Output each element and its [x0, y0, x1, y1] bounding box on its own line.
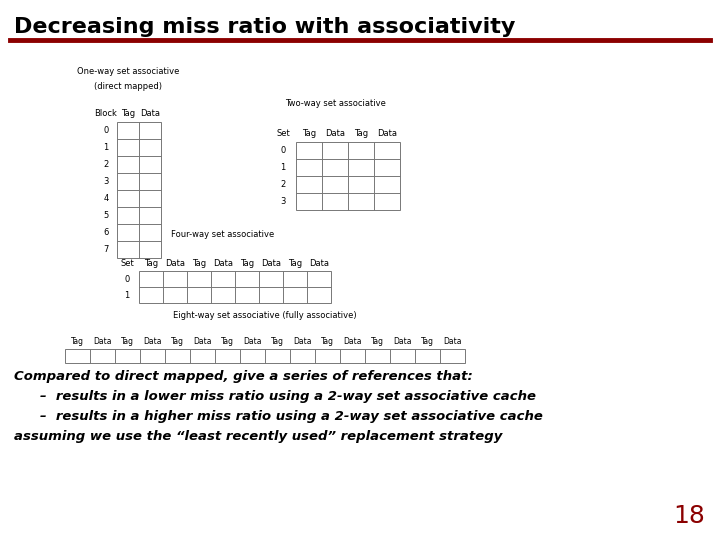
- Bar: [65, 349, 465, 363]
- Text: Data: Data: [261, 259, 281, 267]
- Text: –  results in a higher miss ratio using a 2-way set associative cache: – results in a higher miss ratio using a…: [40, 410, 543, 423]
- Text: Tag: Tag: [240, 259, 254, 267]
- Text: 18: 18: [673, 504, 705, 528]
- Text: Block: Block: [94, 109, 117, 118]
- Text: Compared to direct mapped, give a series of references that:: Compared to direct mapped, give a series…: [14, 370, 473, 383]
- Text: Decreasing miss ratio with associativity: Decreasing miss ratio with associativity: [14, 17, 516, 37]
- Text: 0: 0: [104, 126, 109, 135]
- Text: Data: Data: [165, 259, 185, 267]
- Text: 1: 1: [280, 163, 286, 172]
- Text: Tag: Tag: [144, 259, 158, 267]
- Text: Set: Set: [120, 259, 134, 267]
- Text: Data: Data: [140, 109, 160, 118]
- Text: Two-way set associative: Two-way set associative: [284, 99, 385, 108]
- Text: Tag: Tag: [192, 259, 206, 267]
- Text: Tag: Tag: [171, 338, 184, 347]
- Text: Data: Data: [309, 259, 329, 267]
- Text: Data: Data: [94, 338, 112, 347]
- Text: 0: 0: [280, 146, 286, 155]
- Text: Tag: Tag: [288, 259, 302, 267]
- Text: 2: 2: [104, 160, 109, 169]
- Text: Data: Data: [393, 338, 412, 347]
- Text: 4: 4: [104, 194, 109, 203]
- Text: Tag: Tag: [221, 338, 234, 347]
- Text: 2: 2: [280, 180, 286, 189]
- Text: 7: 7: [103, 245, 109, 254]
- Text: Tag: Tag: [371, 338, 384, 347]
- Text: Tag: Tag: [121, 109, 135, 118]
- Bar: [117, 122, 161, 258]
- Text: Data: Data: [444, 338, 462, 347]
- Text: Data: Data: [243, 338, 262, 347]
- Text: (direct mapped): (direct mapped): [94, 82, 162, 91]
- Text: Tag: Tag: [354, 129, 368, 138]
- Text: Tag: Tag: [321, 338, 334, 347]
- Text: 0: 0: [125, 274, 130, 284]
- Bar: [139, 271, 331, 303]
- Text: Tag: Tag: [271, 338, 284, 347]
- Text: Data: Data: [343, 338, 361, 347]
- Text: assuming we use the “least recently used” replacement strategy: assuming we use the “least recently used…: [14, 430, 503, 443]
- Text: –  results in a lower miss ratio using a 2-way set associative cache: – results in a lower miss ratio using a …: [40, 390, 536, 403]
- Text: Data: Data: [193, 338, 212, 347]
- Text: 6: 6: [103, 228, 109, 237]
- Text: 1: 1: [104, 143, 109, 152]
- Text: 5: 5: [104, 211, 109, 220]
- Text: Tag: Tag: [302, 129, 316, 138]
- Text: Tag: Tag: [121, 338, 134, 347]
- Text: Data: Data: [213, 259, 233, 267]
- Text: 3: 3: [103, 177, 109, 186]
- Text: Four-way set associative: Four-way set associative: [171, 230, 274, 239]
- Text: Data: Data: [293, 338, 312, 347]
- Bar: [296, 142, 400, 210]
- Text: Data: Data: [377, 129, 397, 138]
- Text: Eight-way set associative (fully associative): Eight-way set associative (fully associa…: [174, 310, 357, 320]
- Text: Data: Data: [143, 338, 162, 347]
- Text: 3: 3: [280, 197, 286, 206]
- Text: Data: Data: [325, 129, 345, 138]
- Text: Tag: Tag: [71, 338, 84, 347]
- Text: Set: Set: [276, 129, 290, 138]
- Text: Tag: Tag: [421, 338, 434, 347]
- Text: 1: 1: [125, 291, 130, 300]
- Text: One-way set associative: One-way set associative: [77, 67, 179, 76]
